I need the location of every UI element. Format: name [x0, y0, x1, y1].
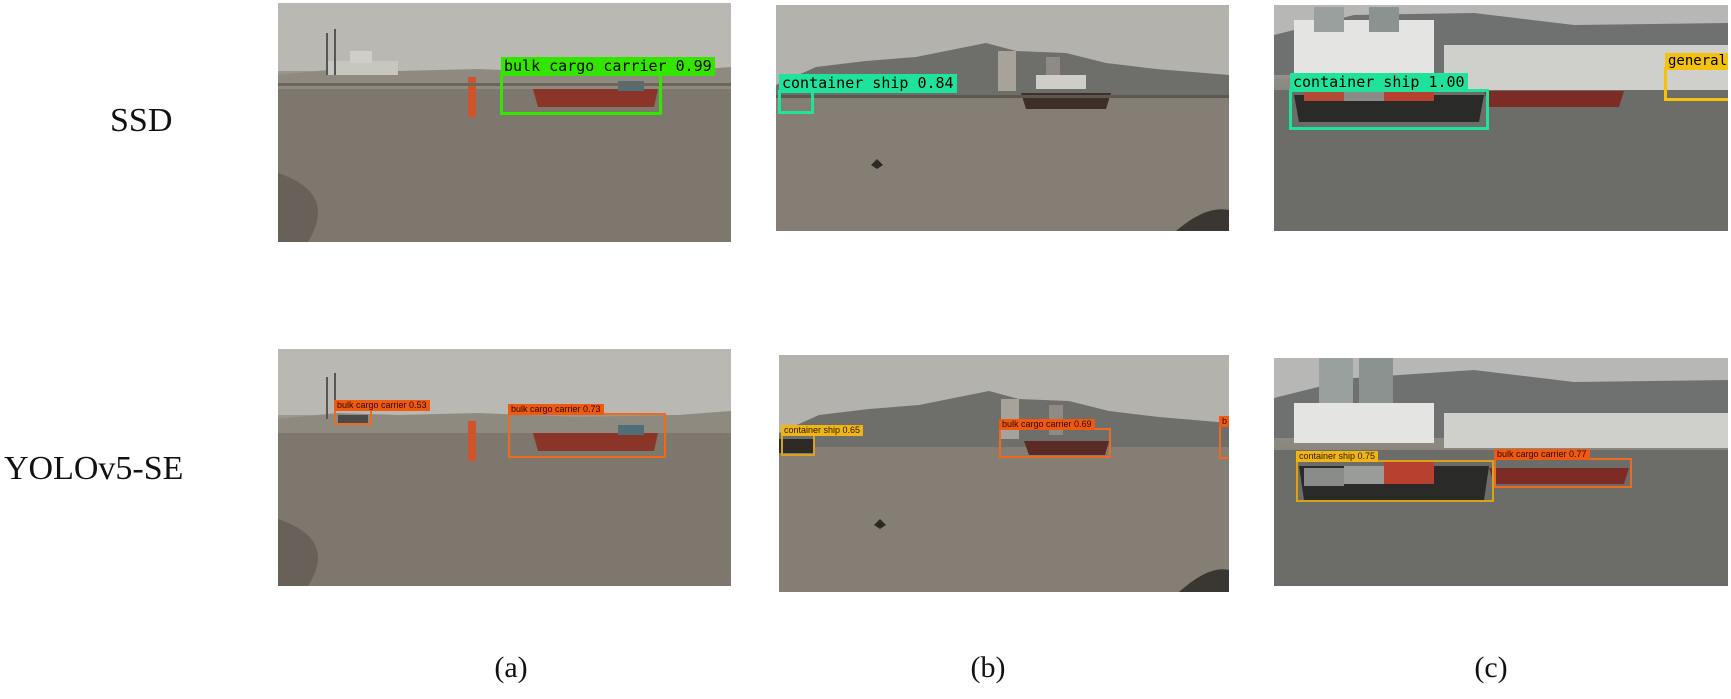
- detection-label: container ship 0.84: [779, 74, 957, 93]
- detection-box-bulk-cargo-carrier: bulk cargo carrier 0.77: [1494, 448, 1632, 488]
- column-label-b: (b): [970, 651, 1006, 684]
- harbor-scene: [1274, 5, 1728, 231]
- detection-label: container ship 0.65: [781, 424, 864, 436]
- harbor-scene: [278, 3, 731, 242]
- detection-box-container-ship: container ship 0.65: [781, 424, 864, 456]
- row-label-yolov5-se: YOLOv5-SE: [4, 450, 184, 487]
- detection-label: bulk cargo carrier 0.69: [999, 418, 1095, 430]
- detection-box-bulk-cargo-carrier: bulk cargo carrier 0.73: [508, 403, 666, 458]
- detection-box-bulk-cargo-carrier: bulk cargo carrier 0.69: [999, 418, 1111, 458]
- detection-label: container ship 1.00: [1290, 73, 1468, 92]
- detection-box-bulk-cargo-carrier: bulk cargo carrier 0.99: [500, 57, 715, 115]
- detection-box-general-cargo: general c: [1664, 52, 1728, 101]
- detection-label: general c: [1665, 52, 1728, 70]
- detection-label: bulk cargo carrier 0.53: [334, 399, 430, 411]
- detection-box-bulk-cargo-carrier: b: [1219, 415, 1229, 459]
- photo-yolo-c: container ship 0.75 bulk cargo carrier 0…: [1274, 358, 1728, 586]
- column-label-a: (a): [494, 651, 528, 684]
- detection-label: b: [1219, 415, 1229, 427]
- photo-ssd-c: container ship 1.00 general c: [1274, 5, 1728, 231]
- photo-ssd-a: bulk cargo carrier 0.99: [278, 3, 731, 242]
- detection-label: bulk cargo carrier 0.73: [508, 403, 604, 415]
- detection-box-container-ship: container ship 0.75: [1296, 450, 1494, 502]
- detection-box-container-ship: container ship 0.84: [778, 74, 957, 114]
- detection-label: bulk cargo carrier 0.99: [501, 57, 715, 76]
- column-label-c: (c): [1474, 651, 1508, 684]
- harbor-scene: [776, 5, 1229, 231]
- detection-label: container ship 0.75: [1296, 450, 1379, 462]
- photo-yolo-b: container ship 0.65 bulk cargo carrier 0…: [779, 355, 1229, 592]
- harbor-scene: [278, 349, 731, 586]
- detection-box-container-ship: container ship 1.00: [1289, 73, 1489, 130]
- row-label-ssd: SSD: [110, 102, 173, 139]
- photo-ssd-b: container ship 0.84: [776, 5, 1229, 231]
- detection-label: bulk cargo carrier 0.77: [1494, 448, 1590, 460]
- harbor-scene: [1274, 358, 1728, 586]
- harbor-scene: [779, 355, 1229, 592]
- detection-box-bulk-cargo-carrier: bulk cargo carrier 0.53: [334, 399, 430, 425]
- photo-yolo-a: bulk cargo carrier 0.53 bulk cargo carri…: [278, 349, 731, 586]
